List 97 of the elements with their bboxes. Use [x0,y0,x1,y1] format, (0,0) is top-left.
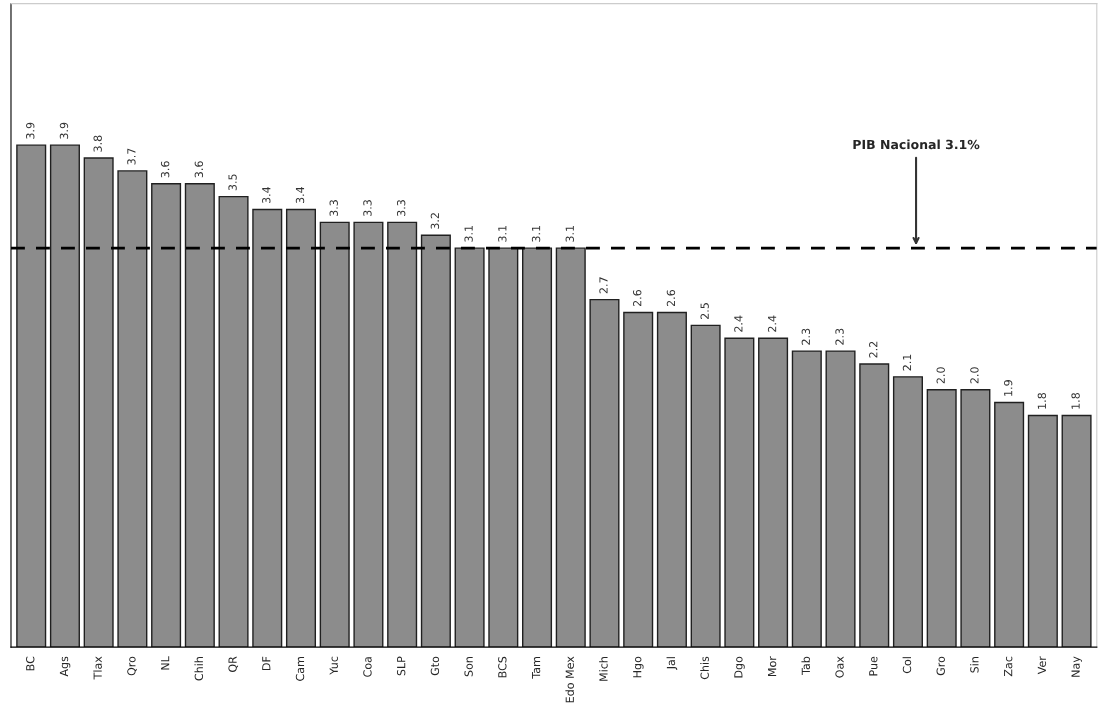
data-label: 2.6 [633,289,642,307]
data-label: 3.9 [59,122,69,139]
x-tick-label: Ags [59,656,71,677]
bar [151,183,182,648]
bar [387,221,418,648]
data-label: 2.7 [599,277,608,294]
bar [859,363,890,648]
data-label: 2.4 [734,315,743,332]
bar [16,144,47,648]
data-label: 3.8 [93,135,102,152]
x-tick-label: Son [464,657,473,677]
data-label: 2.4 [767,315,777,332]
bar [1027,414,1058,648]
data-label: 2.3 [801,328,811,345]
data-label: 3.1 [531,225,541,242]
bar [892,376,923,648]
x-tick-label: SLP [396,656,406,676]
bar [488,247,519,648]
x-tick-label: Jal [666,657,678,670]
ref-line-label: PIB Nacional 3.1% [853,139,980,150]
bar [83,157,114,648]
x-tick-label: Nay [1071,656,1082,677]
bar [420,234,451,648]
bar [49,144,80,648]
data-label: 3.1 [565,225,574,242]
bar [184,183,215,648]
x-tick-label: Col [902,657,912,674]
data-label: 1.9 [1003,380,1013,396]
data-label: 3.9 [26,122,35,139]
x-tick-label: Hgo [633,656,644,678]
data-label: 3.1 [464,225,473,242]
x-tick-label: Pue [869,656,878,676]
bar [589,298,620,648]
bar [994,401,1025,648]
bar [319,221,350,648]
data-label: 2.2 [869,341,878,358]
data-label: 1.8 [1071,392,1080,409]
data-label: 3.3 [329,200,338,216]
x-tick-label: Gto [430,656,440,676]
x-tick-label: Qro [127,656,137,676]
x-tick-label: Ver [1037,656,1047,675]
x-tick-label: BCS [498,656,507,678]
x-tick-label: Mor [768,656,777,676]
data-label: 3.3 [396,200,406,216]
bar [454,247,485,648]
bar [656,311,687,648]
data-label: 2.0 [936,367,945,384]
x-tick-label: Sin [970,657,979,673]
data-label: 3.4 [295,186,305,204]
x-tick-label: Coa [363,657,372,677]
bar [758,337,789,648]
x-tick-label: DF [262,656,271,670]
data-label: 3.4 [262,186,271,204]
data-label: 3.6 [194,161,204,178]
data-label: 3.7 [127,148,136,165]
bar [690,324,721,648]
data-label: 2.1 [902,354,912,371]
x-tick-label: Dgo [734,656,745,678]
x-tick-label: Zac [1004,656,1013,677]
bar [353,221,384,648]
data-label: 3.2 [430,213,440,229]
bar [724,337,755,648]
x-tick-label: Mich [599,657,608,681]
x-tick-label: QR [228,656,239,672]
bar [555,247,586,648]
x-tick-label: BC [26,656,35,671]
data-label: 1.8 [1037,392,1047,409]
bar [825,350,856,648]
data-label: 3.5 [228,174,237,191]
data-label: 2.6 [666,289,676,307]
x-tick-label: Cam [295,657,305,681]
bar [117,170,148,648]
x-tick-label: Chih [194,657,204,681]
data-label: 2.0 [970,367,979,384]
data-label: 3.6 [160,161,170,178]
bar [285,208,317,648]
bar [1061,414,1092,648]
x-tick-label: Edo Mex [565,656,574,703]
x-tick-label: Chis [700,656,709,680]
data-label: 2.3 [835,328,844,345]
bar [252,208,283,648]
x-tick-label: NL [161,656,170,670]
data-label: 2.5 [700,303,709,319]
bar [623,311,654,648]
x-tick-label: Tam [532,657,541,679]
data-label: 3.1 [498,225,507,242]
bar [522,247,553,648]
x-tick-label: Tlax [93,656,102,680]
x-tick-label: Tab [801,656,811,675]
bar [960,389,991,648]
x-tick-label: Gro [936,656,945,676]
x-tick-label: Yuc [329,656,338,675]
bar [218,195,249,648]
bar [926,389,957,648]
x-tick-label: Oax [835,656,844,678]
data-label: 3.3 [363,200,372,216]
bar [791,350,822,648]
